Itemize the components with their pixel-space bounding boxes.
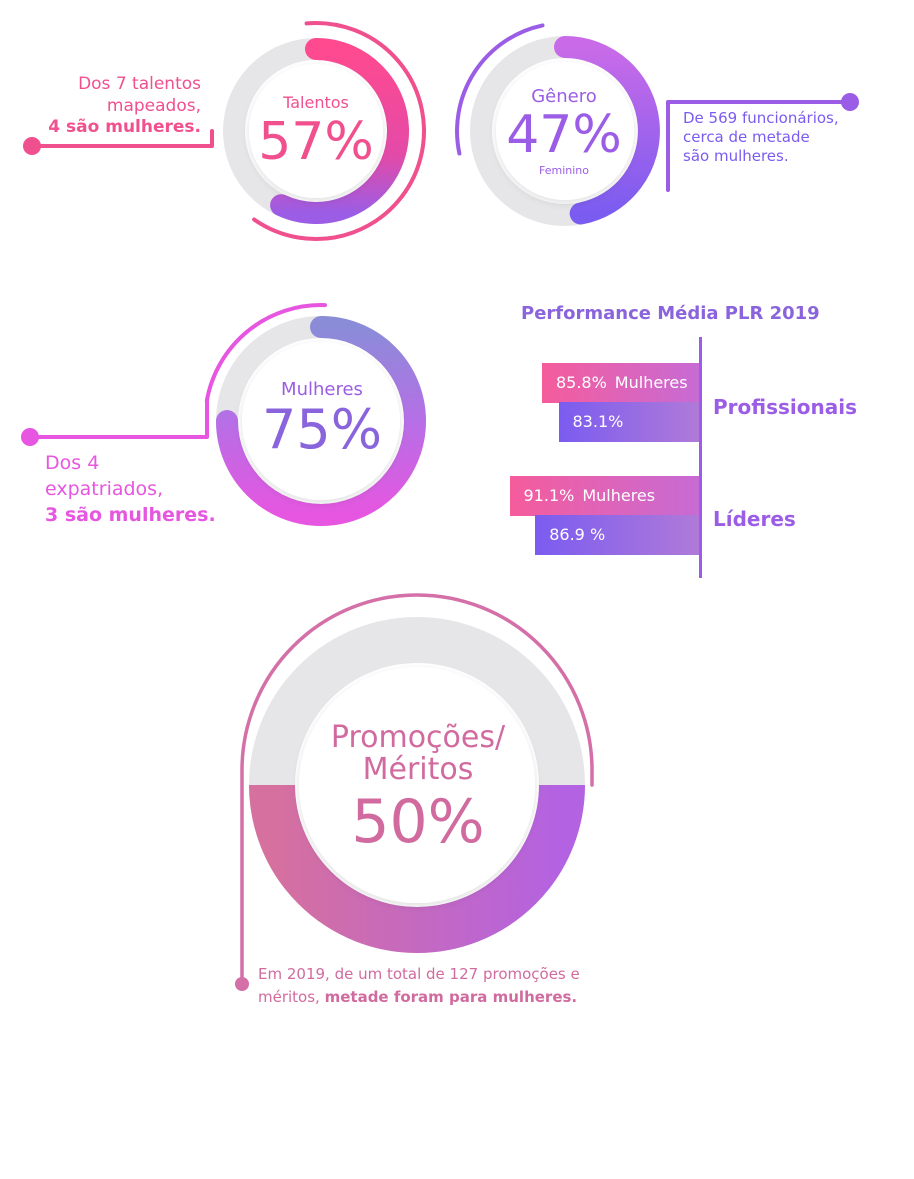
mulheres-label: Mulheres (281, 379, 363, 400)
genero-note-line1: De 569 funcionários, (683, 109, 839, 127)
talentos-ring-inner-disc (249, 64, 383, 198)
talentos-ring-progress-arc (270, 38, 409, 224)
promocoes-note-line2-b: metade foram para mulheres. (324, 988, 578, 1006)
promocoes-label-line1: Promoções/ (330, 720, 506, 755)
genero-note-line3: são mulheres. (683, 147, 789, 165)
mulheres-value: 75% (261, 398, 383, 461)
promocoes-label-line2: Méritos (362, 752, 474, 787)
chart-title: Performance Média PLR 2019 (521, 303, 820, 324)
talentos-note-line1: Dos 7 talentos (78, 74, 201, 94)
promocoes-progress-arc (249, 784, 585, 953)
mulheres-leader-line (28, 398, 209, 439)
mulheres-ring-progress-arc (216, 316, 426, 526)
bar-value-label: 83.1% (572, 412, 624, 431)
mulheres-leader-dot (21, 428, 39, 446)
talentos-label: Talentos (283, 93, 349, 112)
promocoes-note-line2: méritos, metade foram para mulheres. (258, 988, 577, 1006)
promocoes-note-line1: Em 2019, de um total de 127 promoções e (258, 965, 580, 983)
talentos-leader-dot (23, 137, 41, 155)
talentos-note-line3: 4 são mulheres. (48, 117, 201, 137)
mulheres-note-line3: 3 são mulheres. (45, 504, 216, 526)
mulheres-note-line2: expatriados, (45, 478, 164, 500)
mulheres-outer-arc (204, 303, 327, 403)
bar-series-label: Mulheres (582, 486, 656, 505)
promocoes-note-line2-a: méritos, (258, 988, 325, 1006)
bar-value-label: 91.1% (523, 486, 575, 505)
genero-leader-line (666, 100, 852, 192)
bar-value-label: 85.8% (555, 373, 607, 392)
talentos-note-line2: mapeados, (106, 96, 201, 116)
genero-label: Gênero (531, 86, 597, 107)
genero-value: 47% (506, 105, 622, 165)
genero-sublabel: Feminino (539, 164, 589, 177)
bar-series2-0: 83.1% (558, 402, 700, 442)
bar-axis-line (699, 337, 702, 578)
genero-ring-progress-arc (554, 36, 660, 225)
bar-series2-1: 86.9 % (535, 515, 700, 555)
promocoes-outer-arc (240, 593, 594, 986)
bar-series-label: Mulheres (614, 373, 688, 392)
bar-mulheres-1: 91.1% Mulheres (509, 476, 700, 516)
mulheres-note-line1: Dos 4 (45, 452, 100, 474)
talentos-leader-line (30, 129, 214, 148)
bar-value-label: 86.9 % (549, 525, 606, 544)
category-label-lideres: Líderes (713, 507, 796, 531)
category-label-profissionais: Profissionais (713, 395, 857, 419)
genero-outer-arc (455, 23, 545, 156)
genero-ring-inner-disc (496, 62, 634, 200)
bar-mulheres-0: 85.8% Mulheres (541, 363, 700, 403)
mulheres-ring-inner-disc (242, 342, 400, 500)
genero-leader-dot (841, 93, 859, 111)
promocoes-inner-disc (299, 667, 535, 903)
talentos-outer-arc (252, 20, 426, 241)
promocoes-leader-dot (235, 977, 249, 991)
promocoes-value: 50% (351, 787, 485, 857)
genero-note-line2: cerca de metade (683, 128, 810, 146)
talentos-value: 57% (258, 112, 374, 172)
